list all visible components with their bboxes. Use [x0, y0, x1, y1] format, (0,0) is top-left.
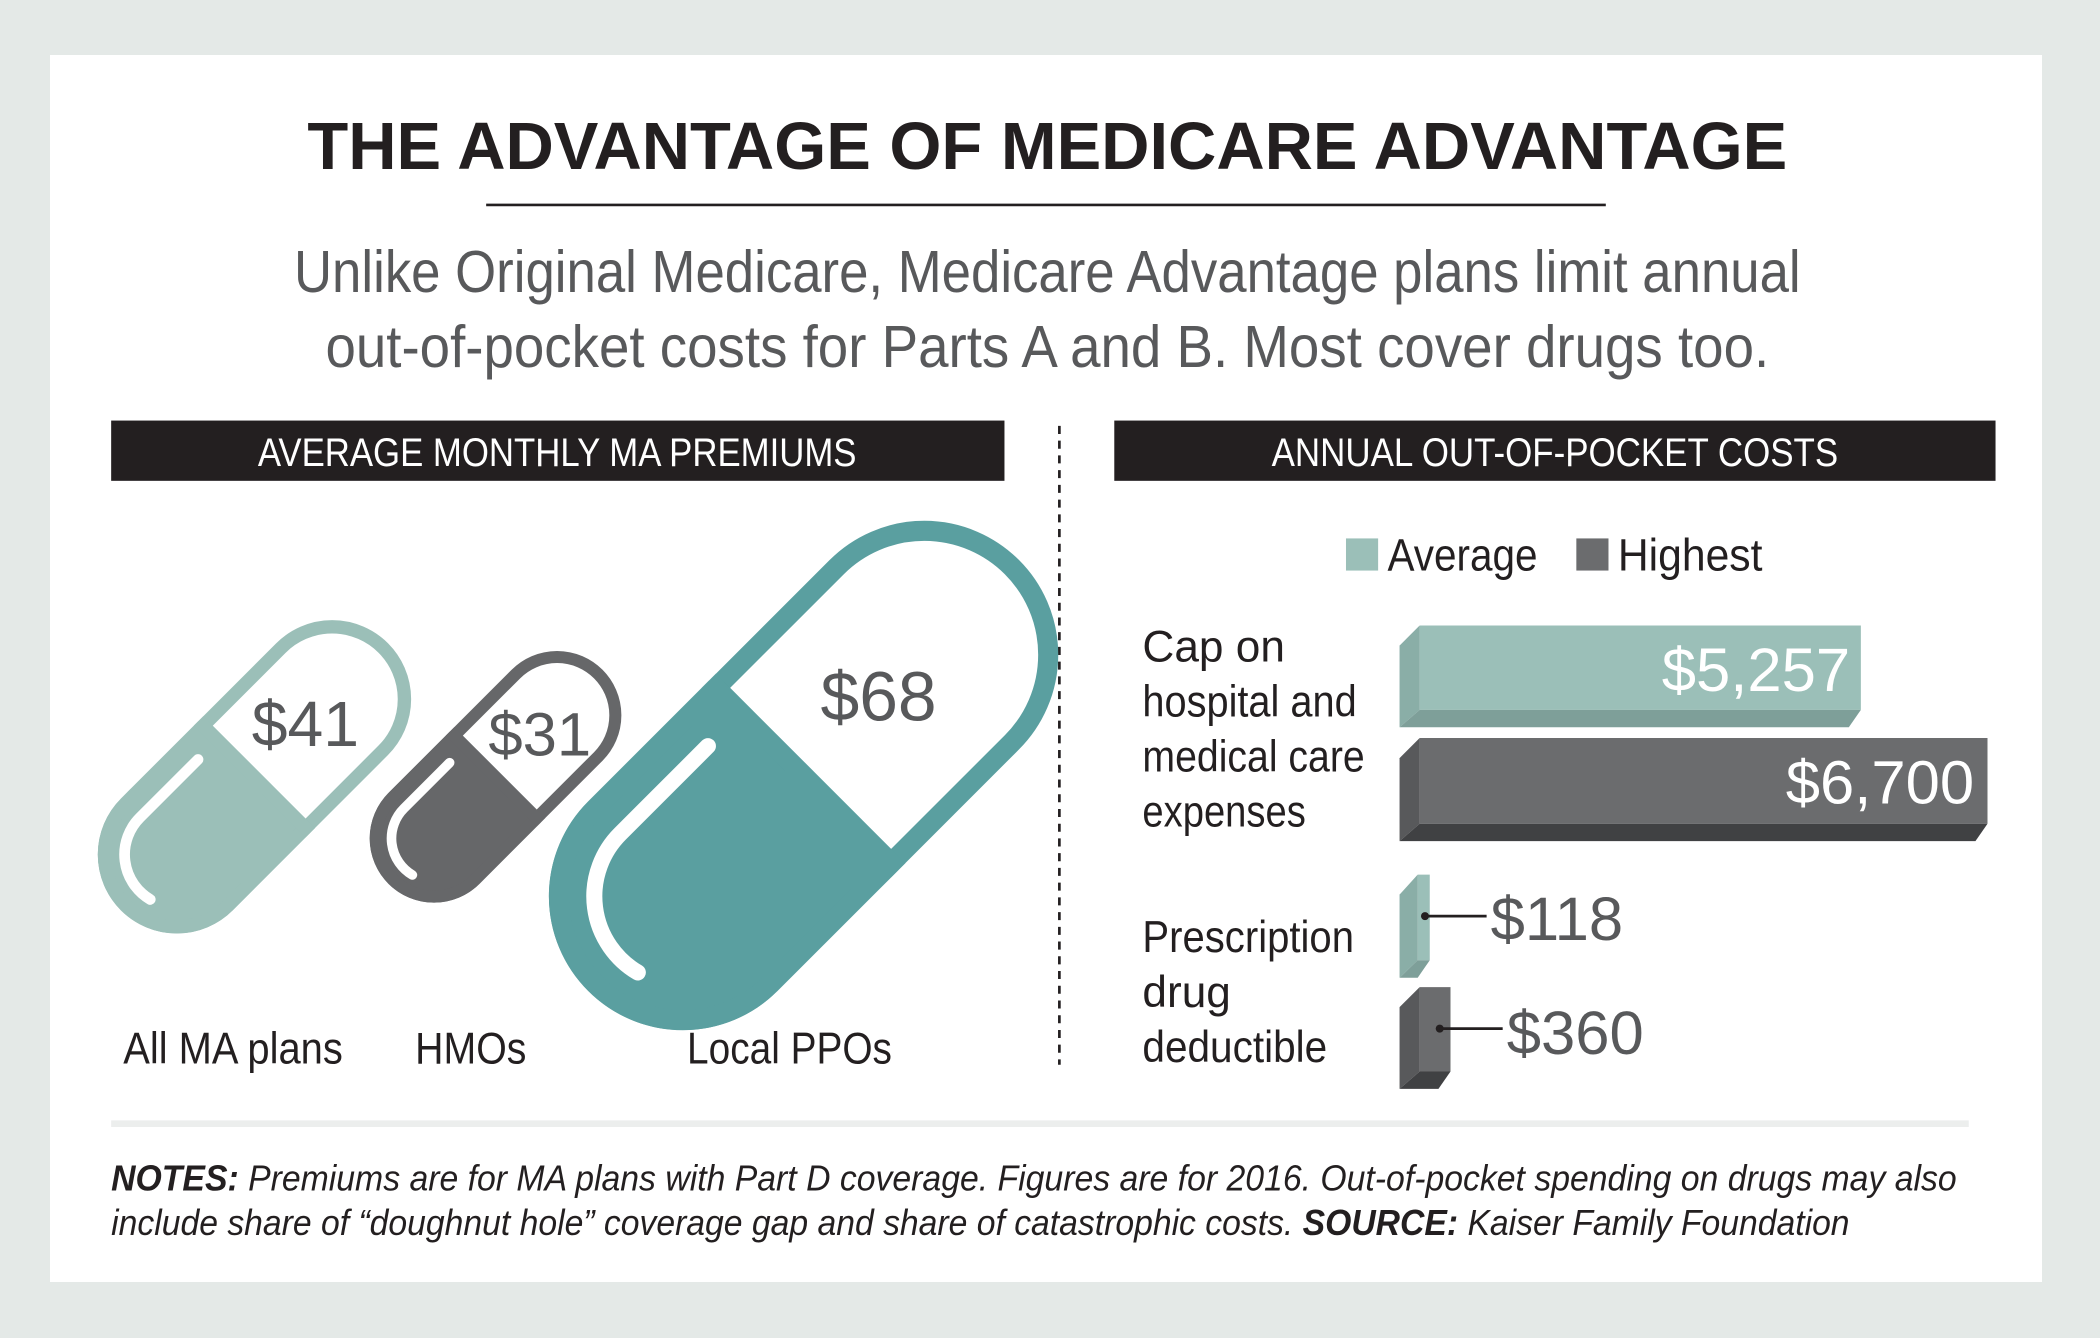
- bar-side: [1399, 625, 1420, 728]
- category-label-line: medical care: [1142, 732, 1364, 781]
- page-title: THE ADVANTAGE OF MEDICARE ADVANTAGE: [307, 109, 1787, 184]
- pill-ppo: [548, 520, 1059, 1031]
- bar-bottom: [1399, 960, 1430, 978]
- bar-highest-hospital: [1399, 737, 1988, 842]
- oop-header: ANNUAL OUT-OF-POCKET COSTS: [1272, 430, 1839, 475]
- pill-highlight: [386, 757, 455, 880]
- premium-pills: [97, 520, 1059, 1031]
- bar-average-drug: [1399, 874, 1430, 978]
- source-label: SOURCE:: [1303, 1202, 1458, 1243]
- category-label-drug: Prescription drug deductible: [1142, 913, 1354, 1072]
- bar-label-highest-drug: $360: [1507, 999, 1644, 1068]
- legend-swatch-average: [1345, 538, 1379, 571]
- pill-label-hmo: HMOs: [415, 1024, 526, 1073]
- bar-bottom: [1399, 823, 1988, 842]
- pill-hmo: [369, 650, 622, 903]
- bar-side: [1399, 737, 1420, 842]
- category-label-line: Cap on: [1142, 623, 1285, 672]
- legend-label-average: Average: [1388, 530, 1538, 581]
- bar-highest-drug: [1399, 987, 1451, 1089]
- oop-bars: [1399, 625, 1988, 1089]
- category-label-line: Prescription: [1142, 913, 1354, 962]
- legend-label-highest: Highest: [1618, 530, 1763, 581]
- bar-front: [1419, 625, 1861, 710]
- pill-highlight: [586, 738, 716, 981]
- subtitle-line-1: Unlike Original Medicare, Medicare Advan…: [294, 240, 1801, 305]
- bar-front: [1419, 737, 1988, 824]
- bar-side: [1399, 987, 1420, 1089]
- premiums-header: AVERAGE MONTHLY MA PREMIUMS: [258, 430, 857, 475]
- notes-line-1: NOTES: Premiums are for MA plans with Pa…: [111, 1158, 1957, 1199]
- pill-all-ma: [97, 620, 412, 934]
- category-label-line: deductible: [1142, 1023, 1327, 1072]
- pill-value-hmo: $31: [488, 700, 591, 769]
- category-label-line: hospital and: [1142, 678, 1356, 727]
- bar-front: [1419, 987, 1451, 1072]
- category-label-hospital: Cap on hospital and medical care expense…: [1142, 623, 1364, 837]
- pill-label-ppo: Local PPOs: [687, 1024, 892, 1073]
- category-label-line: expenses: [1142, 787, 1305, 836]
- pill-label-all-ma: All MA plans: [123, 1024, 343, 1073]
- pill-divider: [193, 716, 316, 838]
- bar-label-highest-hospital: $6,700: [1786, 749, 1974, 818]
- subtitle-line-2: out-of-pocket costs for Parts A and B. M…: [325, 315, 1769, 380]
- pill-divider: [445, 727, 546, 827]
- bar-average-hospital: [1399, 625, 1861, 728]
- bar-side: [1399, 874, 1418, 978]
- legend-swatch-highest: [1576, 538, 1609, 571]
- pill-value-all-ma: $41: [252, 688, 359, 760]
- notes-text: Premiums are for MA plans with Part D co…: [239, 1158, 1957, 1199]
- bar-label-average-drug: $118: [1491, 885, 1623, 954]
- notes-label: NOTES:: [111, 1158, 239, 1199]
- source-text: Kaiser Family Foundation: [1458, 1202, 1849, 1243]
- category-label-line: drug: [1142, 968, 1230, 1017]
- notes-text: include share of “doughnut hole” coverag…: [111, 1202, 1303, 1243]
- pill-divider: [701, 673, 906, 878]
- pill-highlight: [119, 754, 204, 905]
- bar-bottom: [1399, 1071, 1451, 1089]
- oop-header-bar: [1114, 420, 1996, 481]
- premiums-header-bar: [111, 420, 1005, 481]
- pill-value-ppo: $68: [820, 658, 936, 736]
- bar-label-average-hospital: $5,257: [1662, 636, 1850, 705]
- bar-bottom: [1399, 709, 1861, 728]
- notes-line-2: include share of “doughnut hole” coverag…: [111, 1202, 1849, 1243]
